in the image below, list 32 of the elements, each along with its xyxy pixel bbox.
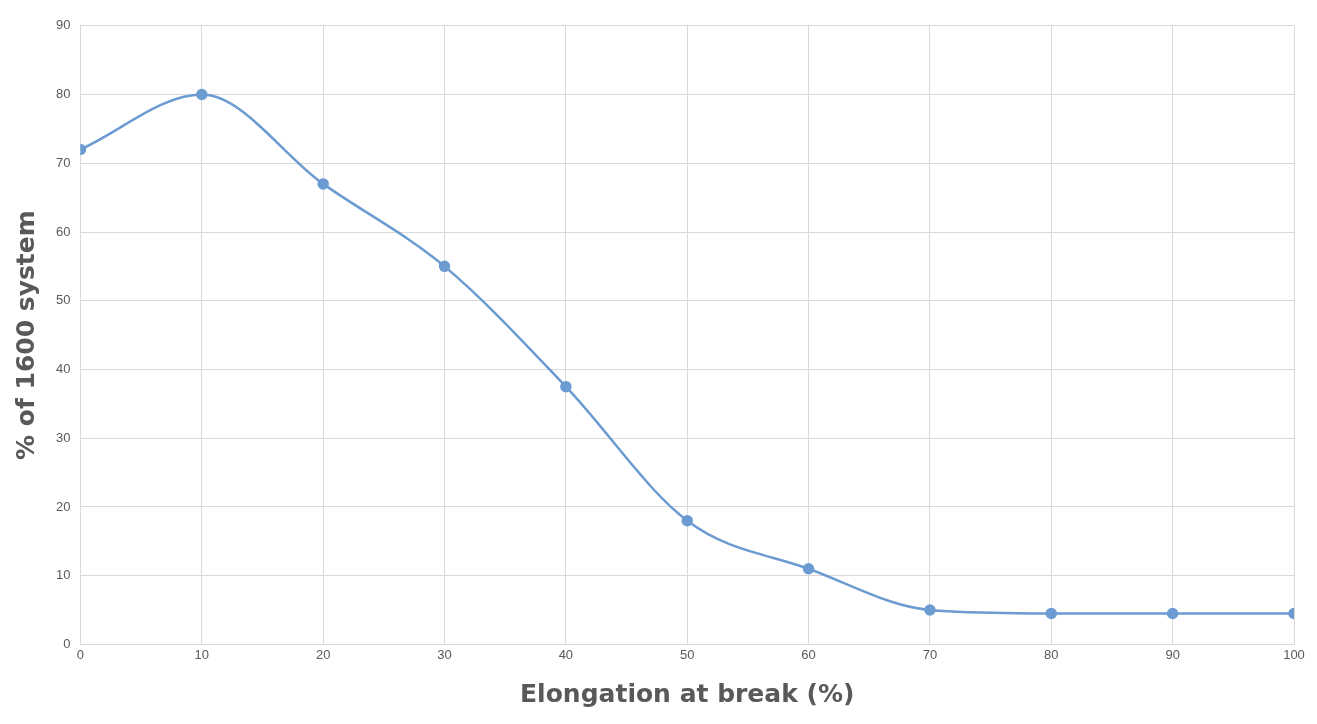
x-tick-label: 90: [1165, 646, 1180, 662]
y-tick-label: 70: [55, 154, 71, 170]
x-tick-label: 70: [922, 646, 938, 662]
point: [196, 88, 208, 101]
point: [438, 260, 451, 273]
x-tick-label: 40: [558, 646, 574, 662]
x-tick-label: 30: [437, 646, 452, 662]
x-tick-label: 100: [1283, 646, 1305, 662]
point: [317, 178, 329, 190]
point: [802, 563, 815, 575]
y-tick-label: 90: [55, 17, 71, 33]
y-tick-label: 0: [63, 635, 71, 651]
x-tick-label: 0: [76, 646, 85, 662]
y-tick-label: 20: [55, 498, 71, 514]
x-tick-label: 20: [315, 646, 331, 662]
point: [560, 380, 572, 393]
y-axis-title: % of 1600 system: [10, 210, 40, 461]
x-axis-title: Elongation at break (%): [520, 678, 855, 708]
y-tick-label: 60: [55, 223, 71, 239]
point: [1166, 607, 1179, 620]
x-tick-label: 80: [1044, 646, 1059, 662]
x-tick-label: 10: [194, 646, 210, 662]
point: [1045, 607, 1058, 620]
y-tick-label: 30: [55, 429, 71, 445]
point: [681, 514, 693, 527]
y-tick-label: 10: [55, 567, 71, 583]
y-tick-label: 40: [55, 361, 71, 377]
x-tick-label: 60: [801, 646, 816, 662]
x-tick-label: 50: [680, 646, 695, 662]
y-tick-label: 80: [55, 86, 71, 102]
y-tick-label: 50: [55, 292, 71, 308]
point: [924, 604, 936, 616]
